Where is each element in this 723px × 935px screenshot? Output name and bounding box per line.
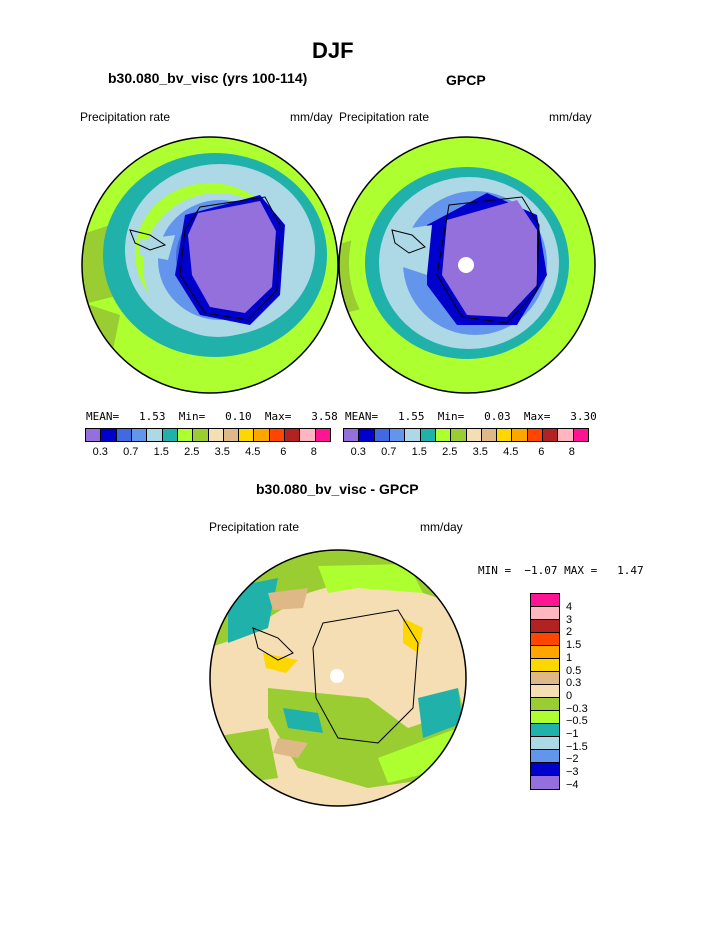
colorbar-swatch (531, 607, 559, 620)
colorbar-tick-label: 0.5 (566, 664, 582, 677)
colorbar-swatch (531, 659, 559, 672)
panel1-stats: MEAN= 1.53 Min= 0.10 Max= 3.58 (86, 410, 338, 423)
colorbar-swatch (435, 429, 452, 441)
colorbar-swatch (531, 685, 559, 698)
colorbar-tick-label: 1.5 (411, 446, 427, 458)
colorbar-swatch (177, 429, 194, 441)
colorbar-swatch (147, 429, 163, 441)
colorbar-tick-label: 6 (538, 446, 545, 458)
colorbar-swatch (531, 672, 559, 685)
colorbar-tick-label: 8 (568, 446, 575, 458)
colorbar-swatch (208, 429, 224, 441)
panel2-subtitle: GPCP (446, 72, 486, 88)
colorbar-tick-label: 4.5 (503, 446, 519, 458)
colorbar-swatch (497, 429, 513, 441)
colorbar-tick-label: −3 (566, 766, 579, 779)
colorbar-tick-label: 0.3 (92, 446, 108, 458)
colorbar-swatch (531, 724, 559, 737)
colorbar-swatch (374, 429, 390, 441)
colorbar-swatch (527, 429, 544, 441)
colorbar-swatch (285, 429, 301, 441)
panel2-units-label: mm/day (549, 110, 592, 124)
colorbar-tick-label: 3.5 (472, 446, 488, 458)
colorbar-swatch (101, 429, 117, 441)
colorbar-swatch (344, 429, 360, 441)
colorbar-swatch (269, 429, 286, 441)
colorbar-swatch (420, 429, 436, 441)
colorbar-tick-label: 4 (566, 601, 573, 613)
colorbar-swatch (162, 429, 178, 441)
panel1-units-label: mm/day (290, 110, 333, 124)
colorbar-tick-label: 0.7 (123, 446, 139, 458)
colorbar-swatch (315, 429, 330, 441)
colorbar-tick-label: 3.5 (214, 446, 230, 458)
colorbar-swatch (531, 737, 559, 750)
colorbar-panel1 (85, 428, 331, 442)
colorbar-swatch (512, 429, 528, 441)
colorbar-swatch (359, 429, 375, 441)
colorbar-swatch (405, 429, 421, 441)
colorbar-swatch (531, 594, 559, 607)
colorbar-tick-label: −1.5 (566, 740, 588, 753)
colorbar-swatch (466, 429, 482, 441)
colorbar-tick-label: 2.5 (184, 446, 200, 458)
diff-left-label: Precipitation rate (209, 520, 300, 534)
colorbar-swatch (531, 763, 559, 776)
colorbar-swatch (531, 711, 559, 724)
polar-map-difference (209, 549, 467, 807)
colorbar-tick-label: −1 (566, 728, 579, 740)
panel1-subtitle: b30.080_bv_visc (yrs 100-114) (108, 70, 308, 86)
colorbar-tick-label: 0 (566, 689, 573, 702)
colorbar-tick-label: 6 (280, 446, 287, 458)
colorbar-tick-label: −4 (566, 778, 579, 791)
colorbar-tick-label: 4.5 (245, 446, 261, 458)
panel2-stats: MEAN= 1.55 Min= 0.03 Max= 3.30 (345, 410, 597, 423)
colorbar-tick-label: −0.5 (566, 715, 588, 728)
diff-minmax: MIN = −1.07 MAX = 1.47 (478, 564, 644, 577)
colorbar-tick-label: 0.3 (566, 677, 582, 690)
colorbar-swatch (239, 429, 255, 441)
colorbar-swatch (254, 429, 270, 441)
main-title: DJF (312, 38, 354, 63)
colorbar-tick-label: −0.3 (566, 702, 588, 715)
diff-units-label: mm/day (420, 520, 463, 534)
colorbar-swatch (223, 429, 240, 441)
colorbar-swatch (531, 698, 559, 711)
diff-subtitle: b30.080_bv_visc - GPCP (256, 481, 419, 497)
colorbar-tick-label: 1.5 (566, 639, 582, 652)
colorbar-swatch (531, 633, 559, 646)
colorbar-swatch (300, 429, 316, 441)
colorbar-tick-label: 8 (310, 446, 317, 458)
colorbar-swatch (531, 646, 559, 659)
colorbar-swatch (193, 429, 209, 441)
colorbar-tick-label: 0.7 (381, 446, 397, 458)
colorbar-swatch (531, 620, 559, 633)
polar-map-gpcp (338, 136, 596, 394)
colorbar-swatch (86, 429, 102, 441)
colorbar-tick-label: 3 (566, 613, 573, 626)
colorbar-tick-label: 1 (566, 651, 573, 664)
colorbar-swatch (573, 429, 588, 441)
colorbar-tick-label: −2 (566, 753, 579, 766)
colorbar-swatch (451, 429, 467, 441)
colorbar-tick-label: 0.3 (350, 446, 366, 458)
colorbar-tick-label: 2.5 (442, 446, 458, 458)
colorbar-swatch (131, 429, 148, 441)
colorbar-swatch (116, 429, 132, 441)
colorbar-difference (530, 593, 560, 790)
colorbar-tick-label: 2 (566, 626, 573, 639)
colorbar-panel2 (343, 428, 589, 442)
colorbar-swatch (531, 776, 559, 789)
colorbar-swatch (481, 429, 498, 441)
colorbar-tick-label: 1.5 (153, 446, 169, 458)
colorbar-swatch (558, 429, 574, 441)
polar-map-model (81, 136, 339, 394)
colorbar-swatch (543, 429, 559, 441)
panel1-left-label: Precipitation rate (80, 110, 171, 124)
colorbar-swatch (389, 429, 406, 441)
panel2-left-label: Precipitation rate (339, 110, 430, 124)
colorbar-swatch (531, 750, 559, 763)
